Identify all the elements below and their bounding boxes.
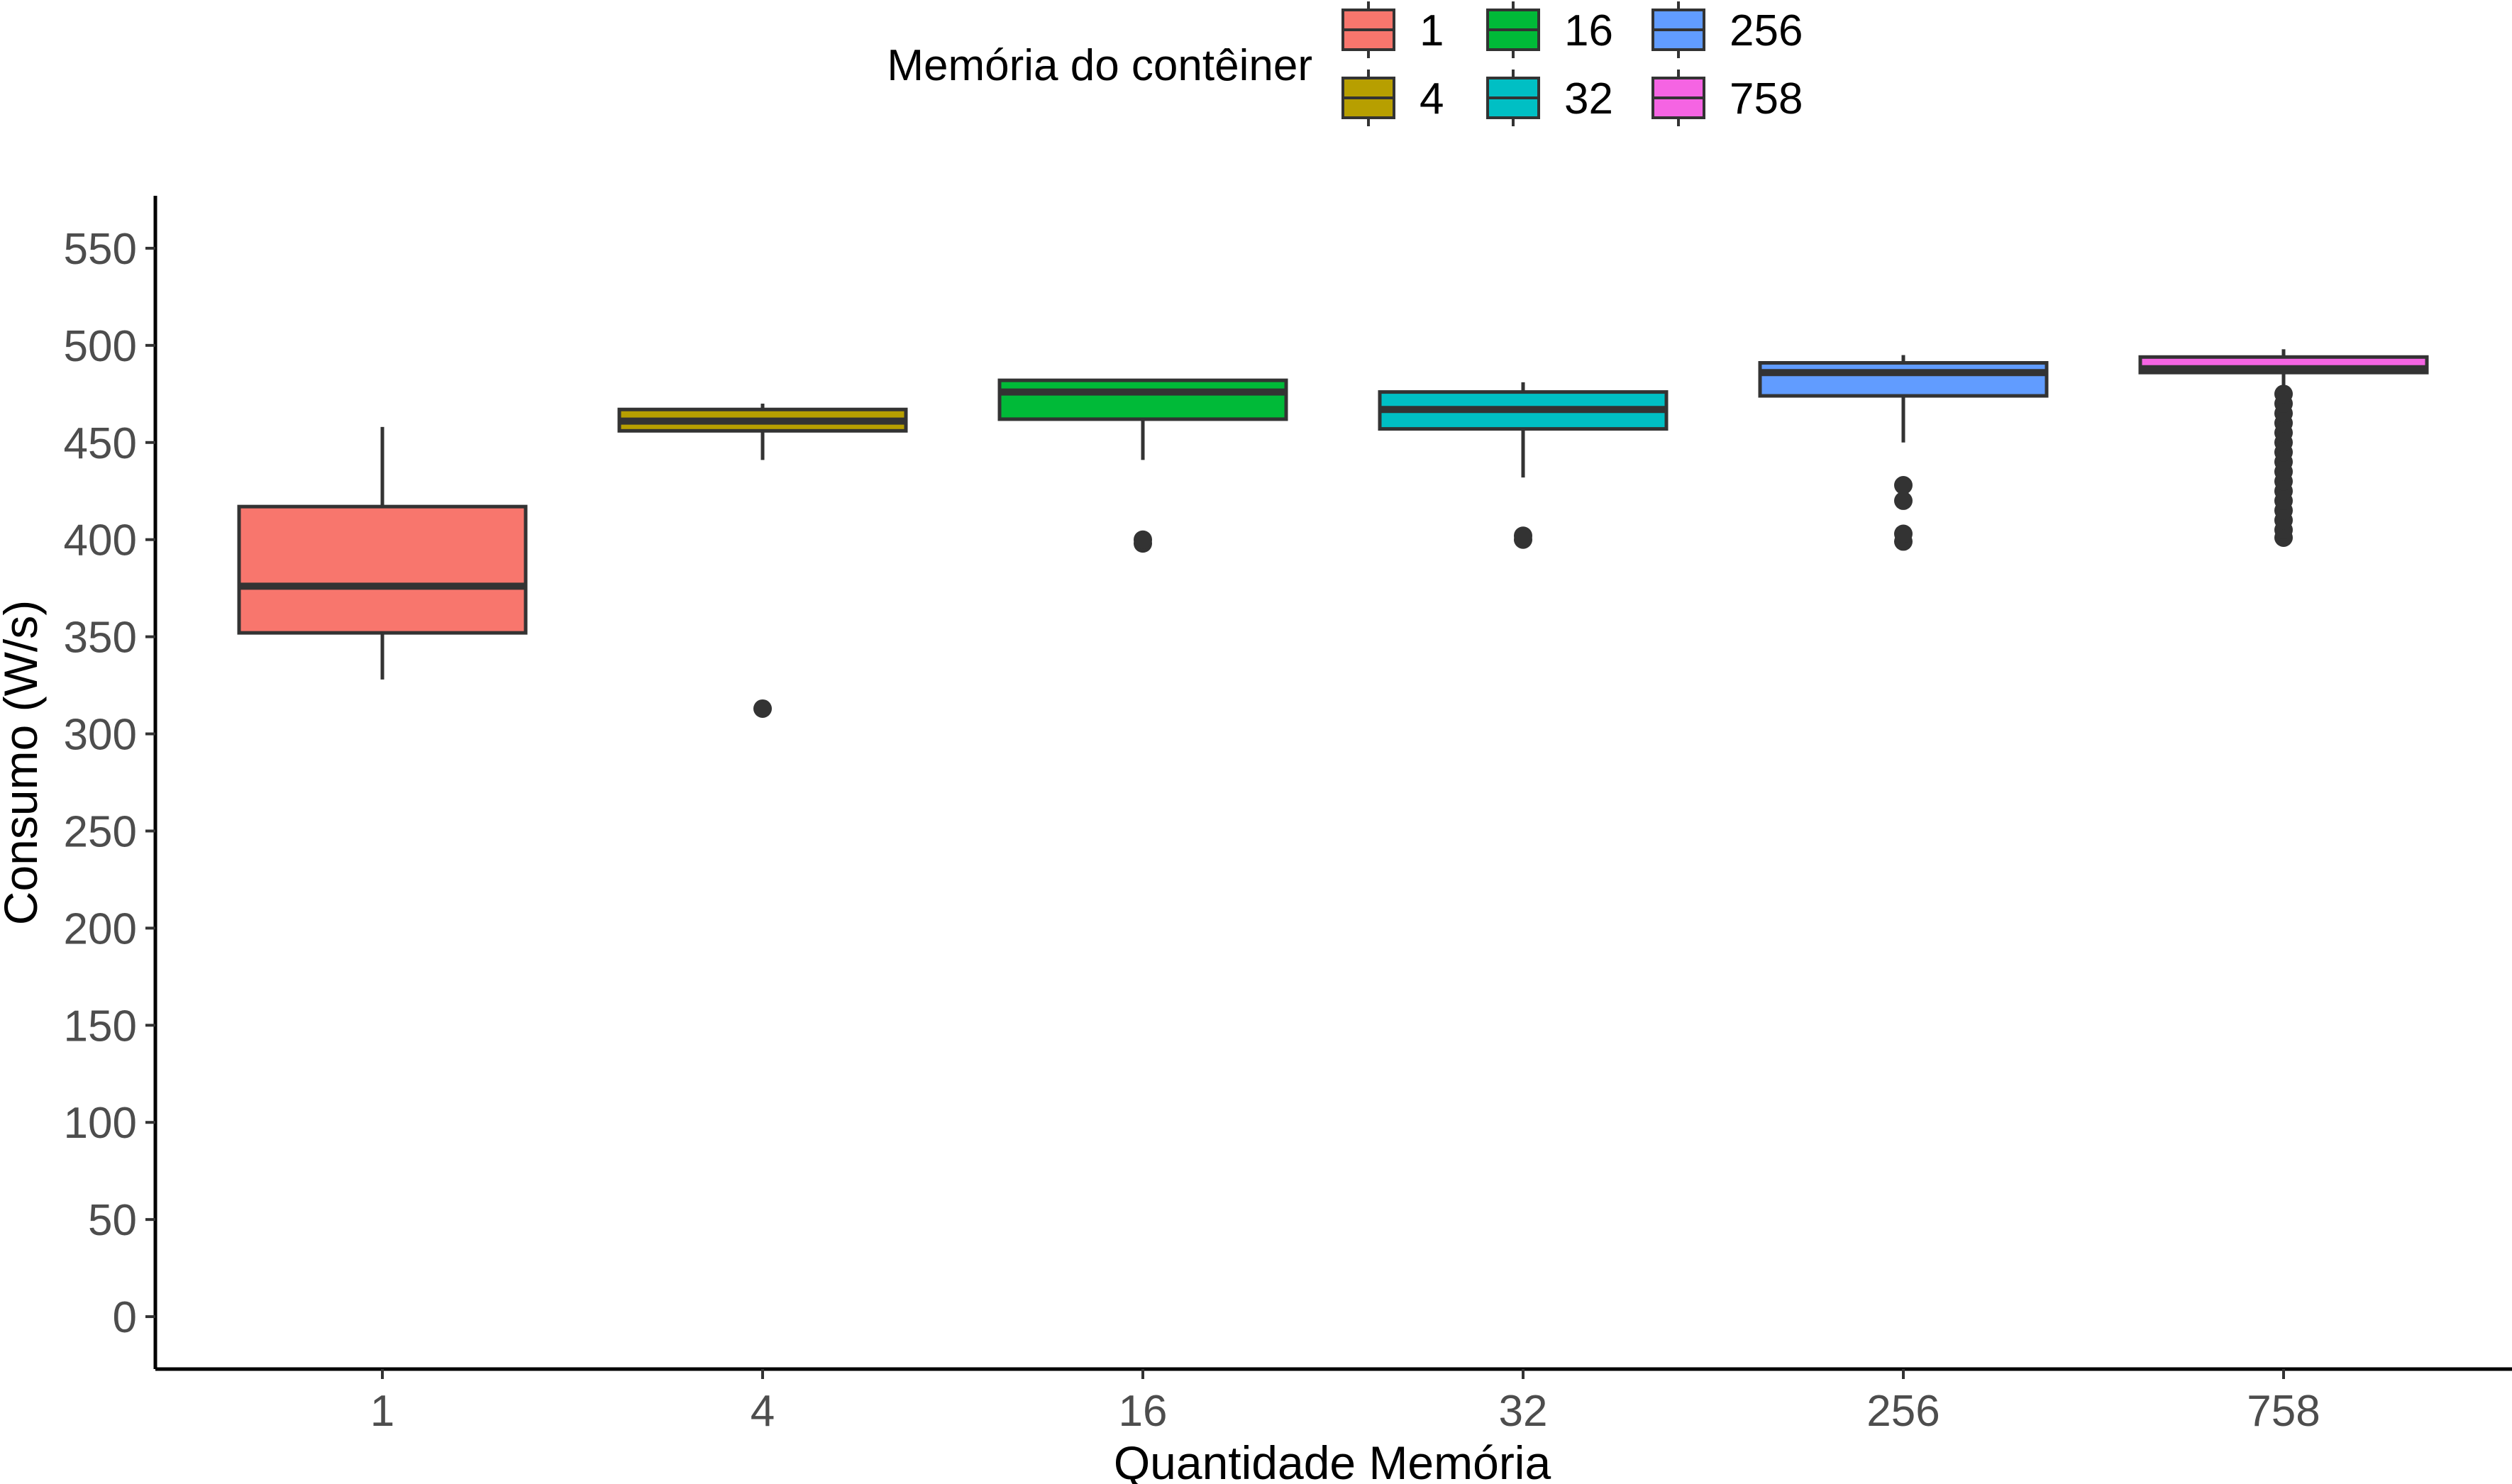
legend-label-32: 32: [1564, 74, 1613, 123]
legend-key-4: 4: [1341, 70, 1444, 126]
x-tick-label-4: 4: [751, 1387, 775, 1436]
box-body-1: [237, 504, 528, 635]
y-axis: 0 50 100 150 200 250 300 350 400 450 500 550: [64, 196, 157, 1369]
y-tick-label-350: 350: [64, 614, 137, 663]
legend: Memória do contêiner 1 4 16 32 256 758: [887, 1, 1803, 126]
legend-label-256: 256: [1730, 6, 1803, 55]
y-tick-label-150: 150: [64, 1002, 137, 1051]
box-1: [237, 426, 528, 680]
y-tick-label-50: 50: [88, 1196, 137, 1245]
box-body-256: [1758, 361, 2049, 398]
y-tick-label-550: 550: [64, 225, 137, 274]
outlier-4-0: [753, 699, 772, 718]
outlier-256-1: [1894, 524, 1913, 543]
legend-title: Memória do contêiner: [887, 41, 1312, 90]
legend-label-758: 758: [1730, 74, 1803, 123]
x-tick-label-1: 1: [370, 1387, 394, 1436]
legend-label-16: 16: [1564, 6, 1613, 55]
y-tick-label-450: 450: [64, 419, 137, 468]
legend-key-32: 32: [1486, 70, 1613, 126]
x-tick-label-758: 758: [2247, 1387, 2320, 1436]
x-tick-label-32: 32: [1499, 1387, 1548, 1436]
boxes-layer: [237, 349, 2429, 718]
outlier-32-1: [1514, 526, 1532, 546]
box-body-16: [997, 378, 1288, 421]
outlier-256-2: [1894, 491, 1913, 510]
outlier-758-15: [2274, 384, 2293, 404]
box-4: [617, 404, 908, 718]
outlier-16-1: [1134, 530, 1152, 549]
y-tick-label-100: 100: [64, 1099, 137, 1148]
y-tick-label-500: 500: [64, 322, 137, 371]
outlier-256-3: [1894, 476, 1913, 495]
y-tick-label-200: 200: [64, 904, 137, 953]
x-tick-label-256: 256: [1866, 1387, 1940, 1436]
legend-key-16: 16: [1486, 1, 1613, 58]
box-16: [997, 378, 1288, 553]
legend-label-4: 4: [1420, 74, 1444, 123]
legend-label-1: 1: [1420, 6, 1444, 55]
box-758: [2138, 349, 2429, 547]
y-tick-label-400: 400: [64, 516, 137, 565]
x-axis: 1 4 16 32 256 758: [155, 1367, 2512, 1436]
legend-key-1: 1: [1341, 1, 1444, 58]
legend-key-256: 256: [1651, 1, 1803, 58]
box-256: [1758, 355, 2049, 551]
x-axis-title: Quantidade Memória: [1114, 1436, 1551, 1484]
y-axis-title: Consumo (W/s): [0, 600, 47, 925]
y-tick-label-0: 0: [113, 1293, 137, 1342]
y-tick-label-300: 300: [64, 711, 137, 760]
y-tick-label-250: 250: [64, 807, 137, 856]
x-tick-label-16: 16: [1119, 1387, 1168, 1436]
legend-key-758: 758: [1651, 70, 1803, 126]
box-32: [1378, 382, 1669, 549]
